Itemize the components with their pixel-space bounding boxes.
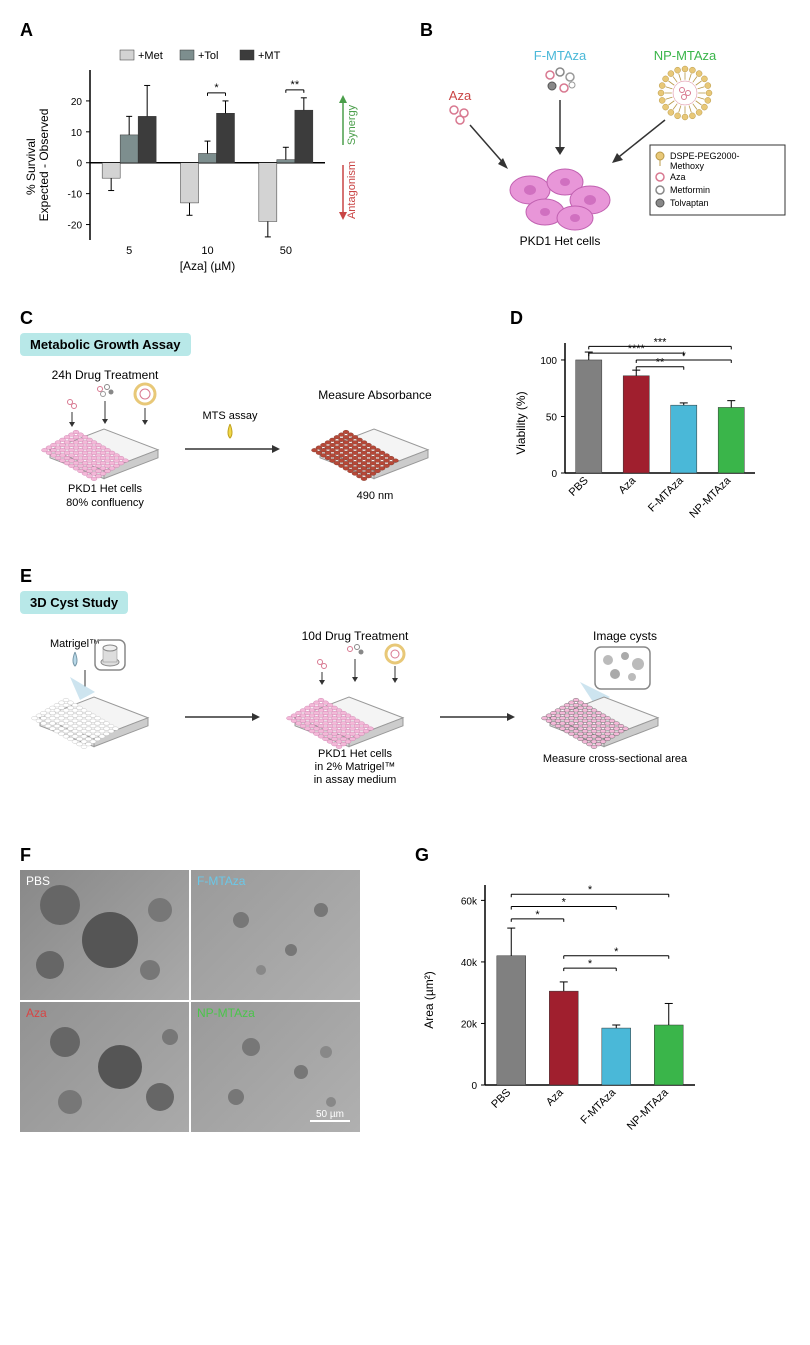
svg-text:40k: 40k	[461, 958, 478, 969]
micro-aza: Aza	[20, 1002, 189, 1132]
svg-text:F-MTAza: F-MTAza	[578, 1086, 619, 1127]
svg-text:0: 0	[471, 1081, 477, 1092]
svg-text:490 nm: 490 nm	[357, 490, 394, 502]
svg-text:NP-MTAza: NP-MTAza	[687, 474, 734, 521]
svg-text:Metformin: Metformin	[670, 185, 710, 195]
row-e: E 3D Cyst Study Matrigel™ 10d Drug Treat…	[20, 566, 790, 795]
panel-d-label: D	[510, 308, 790, 329]
svg-text:F-MTAza: F-MTAza	[534, 48, 587, 63]
panel-a: A +Met +Tol +MT -20 -10 0 10 20 5 10 50 [Aza] (µ…	[20, 20, 400, 278]
svg-text:Measure Absorbance: Measure Absorbance	[318, 388, 432, 402]
svg-text:F-MTAza: F-MTAza	[646, 474, 687, 515]
svg-text:24h Drug Treatment: 24h Drug Treatment	[52, 368, 159, 382]
panel-c-label: C	[20, 308, 490, 329]
svg-text:****: ****	[628, 343, 646, 355]
svg-text:*: *	[588, 884, 593, 896]
svg-text:in 2% Matrigel™: in 2% Matrigel™	[315, 761, 396, 773]
micro-npmtaza: NP-MTAza 50 µm	[191, 1002, 360, 1132]
svg-text:*: *	[682, 350, 687, 362]
svg-text:*: *	[588, 958, 593, 970]
svg-text:**: **	[291, 79, 300, 91]
svg-text:in assay medium: in assay medium	[314, 774, 397, 786]
svg-text:50: 50	[280, 245, 292, 257]
svg-text:Aza: Aza	[544, 1086, 567, 1109]
svg-text:20: 20	[71, 97, 83, 108]
panel-c: C Metabolic Growth Assay 24h Drug Treatm…	[20, 308, 490, 527]
row-ab: A +Met +Tol +MT -20 -10 0 10 20 5 10 50 [Aza] (µ…	[20, 20, 790, 278]
svg-text:Antagonism: Antagonism	[346, 161, 358, 219]
svg-text:*: *	[614, 946, 619, 958]
svg-text:60k: 60k	[461, 896, 478, 907]
panel-b-diagram: Aza F-MTAza NP-MTAza	[420, 45, 790, 275]
micro-pbs: PBS	[20, 870, 189, 1000]
panel-a-chart: +Met +Tol +MT -20 -10 0 10 20 5 10 50 [Aza] (µM)…	[20, 45, 400, 275]
svg-text:80% confluency: 80% confluency	[66, 497, 144, 509]
svg-text:Viability (%): Viability (%)	[514, 391, 528, 454]
svg-text:0: 0	[551, 469, 557, 480]
svg-text:PBS: PBS	[489, 1087, 513, 1111]
svg-text:Aza: Aza	[616, 474, 639, 497]
svg-text:10d Drug Treatment: 10d Drug Treatment	[302, 629, 409, 643]
svg-text:5: 5	[126, 245, 132, 257]
svg-text:Methoxy: Methoxy	[670, 161, 705, 171]
svg-text:PKD1 Het cells: PKD1 Het cells	[318, 748, 392, 760]
svg-text:DSPE-PEG2000-: DSPE-PEG2000-	[670, 151, 740, 161]
panel-g-chart: 0 20k 40k 60k PBS Aza F-MTAzaNP-MTAza * * * * * Are…	[415, 870, 735, 1150]
svg-text:Image cysts: Image cysts	[593, 629, 657, 643]
svg-text:% Survival Expected -: % Survival Expected - Observed	[24, 109, 51, 222]
svg-text:Aza: Aza	[670, 172, 686, 182]
svg-text:PKD1 Het cells: PKD1 Het cells	[520, 234, 601, 248]
panel-c-diagram: 24h Drug Treatment PKD1 Het cell	[20, 364, 490, 524]
row-fg: F PBS F-MTAza Aza NP-MTAza 50 µm	[20, 845, 790, 1153]
panel-e-title: 3D Cyst Study	[20, 591, 128, 614]
svg-text:20k: 20k	[461, 1019, 478, 1030]
svg-text:*: *	[214, 82, 219, 94]
svg-text:100: 100	[540, 356, 557, 367]
svg-text:Aza: Aza	[449, 88, 472, 103]
panel-e-diagram: Matrigel™ 10d Drug Treatment	[20, 622, 790, 792]
svg-text:NP-MTAza: NP-MTAza	[654, 48, 717, 63]
panel-f-label: F	[20, 845, 395, 866]
svg-text:PBS: PBS	[567, 475, 591, 499]
svg-text:+Met: +Met	[138, 50, 163, 62]
svg-text:0: 0	[76, 159, 82, 170]
svg-text:Measure cross-sectional area: Measure cross-sectional area	[543, 753, 688, 765]
svg-text:**: **	[656, 357, 665, 369]
svg-text:Area (µm²): Area (µm²)	[422, 971, 436, 1029]
panel-e-label: E	[20, 566, 790, 587]
svg-text:10: 10	[201, 245, 213, 257]
svg-text:Tolvaptan: Tolvaptan	[670, 198, 709, 208]
svg-text:-20: -20	[68, 221, 83, 232]
panel-d: D 050100PBSAzaF-MTAzaNP-MTAza********** …	[510, 308, 790, 536]
svg-text:*: *	[535, 909, 540, 921]
panel-b-label: B	[420, 20, 790, 41]
svg-text:PKD1 Het cells: PKD1 Het cells	[68, 483, 142, 495]
svg-text:NP-MTAza: NP-MTAza	[625, 1086, 672, 1133]
svg-text:+MT: +MT	[258, 50, 281, 62]
panel-g-label: G	[415, 845, 790, 866]
scale-bar: 50 µm	[310, 1109, 350, 1122]
panel-f: F PBS F-MTAza Aza NP-MTAza 50 µm	[20, 845, 395, 1132]
panel-d-chart: 050100PBSAzaF-MTAzaNP-MTAza********** Vi…	[510, 333, 790, 533]
row-cd: C Metabolic Growth Assay 24h Drug Treatm…	[20, 308, 790, 536]
panel-g: G 0 20k 40k 60k PBS Aza F-MTAzaNP-MTAza * * * * * A…	[415, 845, 790, 1153]
svg-text:10: 10	[71, 128, 83, 139]
panel-c-title: Metabolic Growth Assay	[20, 333, 191, 356]
svg-text:-10: -10	[68, 190, 83, 201]
svg-text:[Aza] (µM): [Aza] (µM)	[180, 259, 236, 273]
svg-text:***: ***	[654, 336, 668, 348]
micro-fmtaza: F-MTAza	[191, 870, 360, 1000]
svg-text:MTS assay: MTS assay	[202, 410, 258, 422]
svg-text:+Tol: +Tol	[198, 50, 219, 62]
svg-text:50: 50	[546, 412, 558, 423]
panel-e: E 3D Cyst Study Matrigel™ 10d Drug Treat…	[20, 566, 790, 795]
svg-text:Synergy: Synergy	[346, 104, 358, 145]
panel-b: B Aza F-MTAza NP-MTAza	[420, 20, 790, 278]
svg-text:*: *	[562, 897, 567, 909]
panel-a-label: A	[20, 20, 400, 41]
svg-text:Matrigel™: Matrigel™	[50, 638, 100, 650]
micrograph-grid: PBS F-MTAza Aza NP-MTAza 50 µm	[20, 870, 360, 1132]
